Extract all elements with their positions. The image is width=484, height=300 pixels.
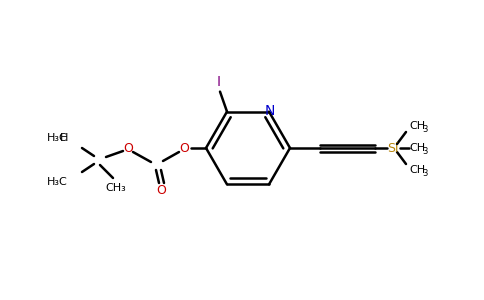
Text: 3: 3 [422, 169, 427, 178]
Text: O: O [156, 184, 166, 197]
Text: H₃C: H₃C [47, 133, 68, 143]
Text: CH: CH [409, 143, 425, 153]
Text: CH₃: CH₃ [106, 183, 126, 193]
Text: I: I [217, 75, 221, 88]
Text: H: H [60, 133, 68, 143]
Text: CH: CH [409, 121, 425, 131]
Text: 3: 3 [422, 146, 427, 155]
Text: Si: Si [387, 142, 399, 154]
Text: CH: CH [409, 165, 425, 175]
Text: O: O [123, 142, 133, 154]
Text: N: N [265, 103, 275, 118]
Text: H₃C: H₃C [47, 177, 68, 187]
Text: O: O [179, 142, 189, 154]
Text: 3: 3 [422, 124, 427, 134]
